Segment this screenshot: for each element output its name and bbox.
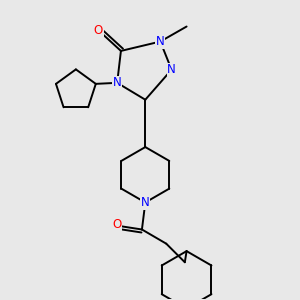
Text: N: N xyxy=(167,63,176,76)
Text: N: N xyxy=(141,196,150,209)
Text: N: N xyxy=(156,35,165,48)
Text: O: O xyxy=(113,218,122,231)
Text: O: O xyxy=(94,24,103,37)
Text: N: N xyxy=(113,76,122,89)
